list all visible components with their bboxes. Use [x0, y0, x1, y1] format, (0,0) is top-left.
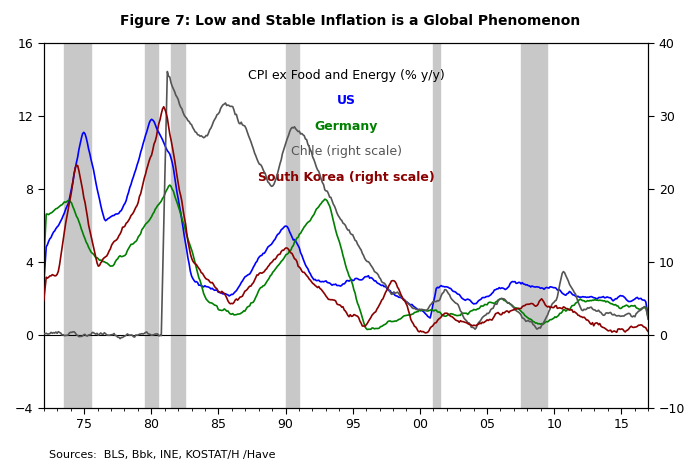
Text: South Korea (right scale): South Korea (right scale) — [258, 171, 435, 184]
Text: Germany: Germany — [314, 120, 378, 133]
Text: Chile (right scale): Chile (right scale) — [290, 146, 402, 159]
Text: US: US — [337, 94, 356, 107]
Bar — [521, 43, 547, 408]
Bar — [64, 43, 91, 408]
Text: Figure 7: Low and Stable Inflation is a Global Phenomenon: Figure 7: Low and Stable Inflation is a … — [120, 14, 580, 28]
Bar — [144, 43, 158, 408]
Bar — [433, 43, 440, 408]
Text: Sources:  BLS, Bbk, INE, KOSTAT/H /Have: Sources: BLS, Bbk, INE, KOSTAT/H /Have — [49, 450, 276, 460]
Bar — [286, 43, 299, 408]
Text: CPI ex Food and Energy (% y/y): CPI ex Food and Energy (% y/y) — [248, 69, 444, 82]
Bar — [172, 43, 185, 408]
